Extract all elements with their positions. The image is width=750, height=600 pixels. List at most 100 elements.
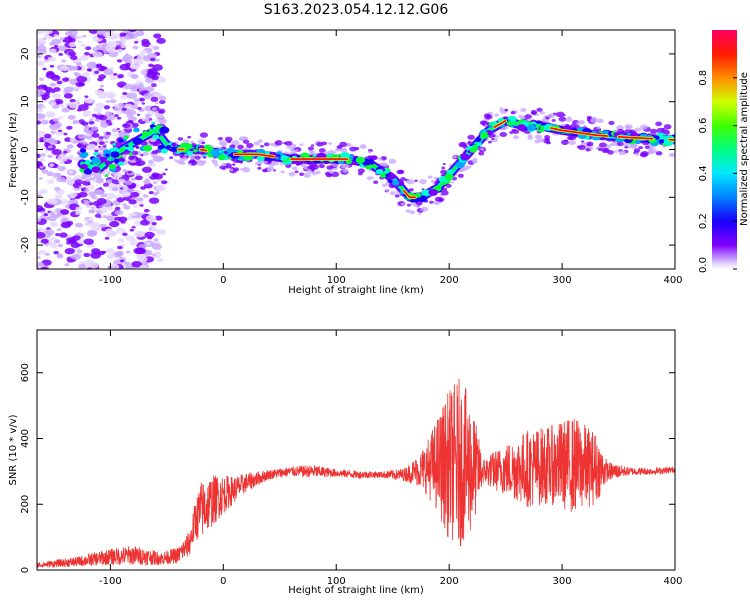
spectrogram-band-point [110,151,120,158]
spectrogram-noise-point [52,93,62,100]
spectrogram-noise-point [58,103,65,108]
spectrogram-noise-point [490,137,498,143]
spectrogram-noise-point [624,145,629,149]
spectrogram-noise-point [512,135,519,140]
spectrogram-noise-point [116,127,120,131]
spectrogram-noise-point [37,45,47,52]
spectrogram-noise-point [285,163,292,168]
spectrogram-noise-point [88,191,96,197]
spectrogram-noise-point [177,137,184,141]
x-tick-label: 300 [553,275,572,286]
spectrogram-noise-point [54,129,65,136]
spectrogram-band-point [243,154,253,162]
spectrogram-plot-area [37,30,675,273]
spectrogram-noise-point [638,146,643,150]
spectrogram-noise-point [156,251,161,254]
spectrogram-noise-point [274,140,283,146]
spectrogram-noise-point [133,40,139,44]
spectrogram-noise-point [90,210,95,213]
spectrogram-noise-point [128,213,134,217]
spectrogram-noise-point [141,166,152,173]
spectrogram-band-point [152,126,157,130]
spectrogram-noise-point [54,44,59,48]
spectrogram-noise-point [107,47,116,53]
spectrogram-noise-point [120,129,125,133]
spectrogram-noise-point [37,205,44,212]
spectrogram-noise-point [125,235,135,242]
spectrogram-noise-point [655,121,663,127]
spectrogram-noise-point [138,244,146,249]
spectrogram-noise-point [45,111,56,118]
spectrogram-noise-point [224,136,233,142]
spectrogram-noise-point [47,56,57,62]
spectrogram-noise-point [44,133,52,139]
spectrogram-band-point [506,121,513,126]
spectrogram-noise-point [153,33,162,39]
spectrogram-noise-point [158,99,166,105]
spectrogram-noise-point [94,149,99,153]
spectrogram-noise-point [309,150,316,155]
spectrogram-noise-point [63,132,68,136]
spectrogram-noise-point [106,215,115,222]
spectrogram-noise-point [609,142,615,146]
spectrogram-noise-point [187,135,192,139]
spectrogram-band-point [444,173,454,181]
spectrogram-noise-point [55,233,61,237]
spectrogram-noise-point [53,122,62,128]
spectrogram-band-point [280,154,289,161]
spectrogram-noise-point [273,169,277,172]
snr-x-axis-label: Height of straight line (km) [288,585,424,596]
spectrogram-noise-point [61,107,70,113]
spectrogram-noise-point [43,213,49,217]
spectrogram-noise-point [151,243,163,250]
spectrogram-noise-point [37,262,45,268]
spectrogram-band-point [475,141,482,147]
spectrogram-noise-point [307,165,314,170]
spectrogram-noise-point [478,151,485,156]
spectrogram-noise-point [151,107,158,111]
spectrogram-noise-point [89,177,95,181]
spectrogram-noise-point [88,120,95,125]
spectrogram-noise-point [61,59,66,63]
spectrogram-noise-point [51,149,62,156]
spectrogram-noise-point [398,169,405,174]
spectrogram-noise-point [199,132,209,138]
spectrogram-noise-point [357,171,363,176]
spectrogram-noise-point [141,38,150,44]
spectrogram-noise-point [480,148,485,151]
spectrogram-noise-point [99,114,108,121]
spectrogram-band-point [627,132,632,136]
spectrogram-band-point [440,181,447,186]
spectrogram-band-point [79,152,88,158]
spectrogram-noise-point [633,148,641,153]
spectrogram-noise-point [644,145,650,149]
spectrogram-noise-point [414,179,418,182]
spectrogram-noise-point [118,132,127,138]
spectrogram-noise-point [81,189,85,192]
spectrogram-noise-point [71,253,82,260]
spectrogram-noise-point [109,75,117,81]
spectrogram-noise-point [112,133,117,137]
spectrogram-noise-point [380,162,388,167]
spectrogram-noise-point [408,188,414,192]
spectrogram-noise-point [37,38,46,45]
colorbar-gradient [712,30,737,269]
spectrogram-noise-point [106,40,118,48]
spectrogram-noise-point [94,70,100,74]
spectrogram-noise-point [103,68,114,75]
spectrogram-noise-point [75,222,83,228]
spectrogram-x-axis: -100 0 100 200 300 400 [99,30,683,286]
spectrogram-noise-point [112,270,118,273]
spectrogram-noise-point [161,172,167,176]
spectrogram-band-point [226,147,236,154]
spectrogram-noise-point [229,168,234,172]
spectrogram-noise-point [136,163,142,167]
spectrogram-noise-point [294,170,299,174]
spectrogram-noise-point [586,115,592,120]
spectrogram-band-point [142,144,153,152]
spectrogram-noise-point [56,176,66,183]
spectrogram-noise-point [253,141,260,146]
spectrogram-noise-point [109,99,117,104]
spectrogram-band-point [200,151,206,155]
spectrogram-noise-point [114,114,119,118]
